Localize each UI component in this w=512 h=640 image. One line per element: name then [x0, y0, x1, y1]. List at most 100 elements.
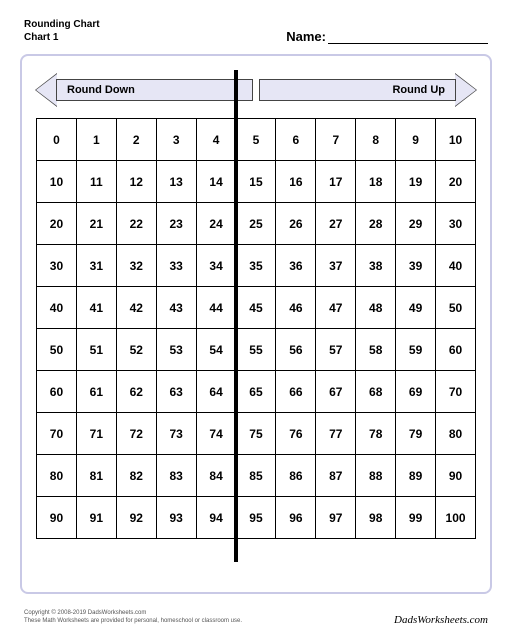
grid-cell: 58 [356, 329, 396, 371]
grid-cell: 42 [116, 287, 156, 329]
grid-cell: 68 [356, 371, 396, 413]
grid-cell: 13 [156, 161, 196, 203]
footer-note: These Math Worksheets are provided for p… [24, 618, 242, 626]
grid-cell: 20 [37, 203, 77, 245]
grid-cell: 78 [356, 413, 396, 455]
grid-cell: 3 [156, 119, 196, 161]
grid-cell: 48 [356, 287, 396, 329]
table-row: 5051525354555657585960 [37, 329, 476, 371]
title-line-2: Chart 1 [24, 31, 100, 44]
grid-cell: 54 [196, 329, 236, 371]
grid-cell: 52 [116, 329, 156, 371]
grid-cell: 21 [76, 203, 116, 245]
title-block: Rounding Chart Chart 1 [24, 18, 100, 44]
name-field: Name: [286, 29, 488, 44]
round-down-arrow: Round Down [36, 74, 253, 106]
table-row: 8081828384858687888990 [37, 455, 476, 497]
grid-cell: 19 [396, 161, 436, 203]
grid-cell: 47 [316, 287, 356, 329]
grid-cell: 10 [436, 119, 476, 161]
grid-cell: 95 [236, 497, 276, 539]
grid-cell: 22 [116, 203, 156, 245]
grid-cell: 9 [396, 119, 436, 161]
grid-cell: 62 [116, 371, 156, 413]
grid-cell: 51 [76, 329, 116, 371]
grid-cell: 40 [436, 245, 476, 287]
arrow-row: Round Down Round Up [36, 74, 476, 106]
grid-cell: 94 [196, 497, 236, 539]
grid-cell: 66 [276, 371, 316, 413]
grid-cell: 97 [316, 497, 356, 539]
grid-cell: 93 [156, 497, 196, 539]
grid-cell: 2 [116, 119, 156, 161]
grid-cell: 55 [236, 329, 276, 371]
grid-cell: 67 [316, 371, 356, 413]
grid-cell: 77 [316, 413, 356, 455]
grid-cell: 96 [276, 497, 316, 539]
grid-cell: 11 [76, 161, 116, 203]
grid-cell: 65 [236, 371, 276, 413]
footer-copy: Copyright © 2008-2019 DadsWorksheets.com… [24, 610, 242, 626]
grid-cell: 88 [356, 455, 396, 497]
table-row: 90919293949596979899100 [37, 497, 476, 539]
grid-cell: 31 [76, 245, 116, 287]
grid-cell: 25 [236, 203, 276, 245]
grid-cell: 8 [356, 119, 396, 161]
center-divider [234, 70, 238, 562]
grid-cell: 14 [196, 161, 236, 203]
grid-cell: 40 [37, 287, 77, 329]
grid-cell: 0 [37, 119, 77, 161]
grid-cell: 28 [356, 203, 396, 245]
copyright-text: Copyright © 2008-2019 DadsWorksheets.com [24, 610, 242, 618]
table-row: 2021222324252627282930 [37, 203, 476, 245]
grid-cell: 83 [156, 455, 196, 497]
grid-cell: 71 [76, 413, 116, 455]
grid-cell: 30 [37, 245, 77, 287]
grid-cell: 82 [116, 455, 156, 497]
grid-cell: 76 [276, 413, 316, 455]
grid-cell: 85 [236, 455, 276, 497]
grid-cell: 33 [156, 245, 196, 287]
grid-cell: 80 [37, 455, 77, 497]
grid-cell: 26 [276, 203, 316, 245]
grid-cell: 91 [76, 497, 116, 539]
grid-cell: 45 [236, 287, 276, 329]
grid-cell: 60 [436, 329, 476, 371]
footer-logo: DadsWorksheets.com [394, 614, 488, 626]
grid-cell: 81 [76, 455, 116, 497]
number-grid: 0123456789101011121314151617181920202122… [36, 118, 476, 539]
grid-cell: 5 [236, 119, 276, 161]
grid-cell: 39 [396, 245, 436, 287]
arrow-right-head-icon [455, 74, 476, 106]
grid-cell: 41 [76, 287, 116, 329]
grid-cell: 20 [436, 161, 476, 203]
grid-cell: 35 [236, 245, 276, 287]
footer: Copyright © 2008-2019 DadsWorksheets.com… [24, 610, 488, 626]
grid-cell: 57 [316, 329, 356, 371]
arrow-left-head-icon [36, 74, 57, 106]
worksheet-page: Rounding Chart Chart 1 Name: Round Down … [20, 10, 492, 630]
grid-cell: 86 [276, 455, 316, 497]
round-down-label: Round Down [67, 84, 135, 96]
grid-cell: 29 [396, 203, 436, 245]
grid-cell: 61 [76, 371, 116, 413]
grid-cell: 100 [436, 497, 476, 539]
grid-cell: 56 [276, 329, 316, 371]
header: Rounding Chart Chart 1 Name: [20, 10, 492, 48]
grid-cell: 18 [356, 161, 396, 203]
grid-cell: 64 [196, 371, 236, 413]
grid-cell: 50 [37, 329, 77, 371]
grid-cell: 44 [196, 287, 236, 329]
grid-cell: 12 [116, 161, 156, 203]
grid-cell: 32 [116, 245, 156, 287]
grid-cell: 59 [396, 329, 436, 371]
grid-cell: 15 [236, 161, 276, 203]
grid-body: 0123456789101011121314151617181920202122… [37, 119, 476, 539]
grid-cell: 69 [396, 371, 436, 413]
grid-cell: 80 [436, 413, 476, 455]
grid-cell: 50 [436, 287, 476, 329]
grid-cell: 63 [156, 371, 196, 413]
grid-cell: 60 [37, 371, 77, 413]
grid-cell: 79 [396, 413, 436, 455]
grid-cell: 7 [316, 119, 356, 161]
